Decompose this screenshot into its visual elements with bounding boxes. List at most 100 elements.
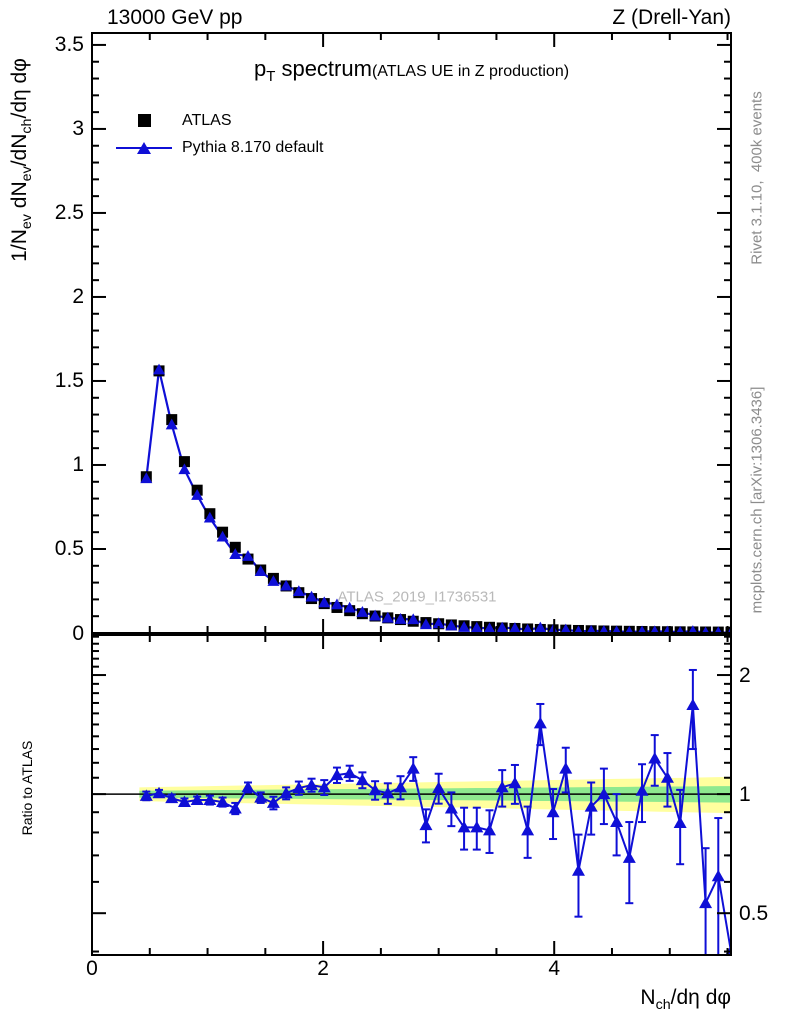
ratio-point <box>292 781 306 794</box>
ratio-y-tick-right-2: 2 <box>739 663 751 687</box>
main-y-tick-2.5: 2.5 <box>54 201 84 225</box>
atlas-point <box>229 541 241 553</box>
ratio-point <box>686 698 700 710</box>
main-y-tick-1.5: 1.5 <box>54 369 84 393</box>
legend-item-atlas: ATLAS <box>112 107 323 134</box>
ratio-point <box>610 815 624 828</box>
legend: ATLAS Pythia 8.170 default <box>112 107 323 161</box>
ratio-point <box>343 766 357 779</box>
pythia-point <box>612 625 621 633</box>
ratio-point <box>495 780 509 793</box>
pythia-point <box>153 363 166 375</box>
pythia-point <box>178 463 191 475</box>
ratio-point <box>355 773 369 786</box>
pythia-point <box>688 625 698 633</box>
analysis-watermark: ATLAS_2019_I1736531 <box>337 588 497 606</box>
ratio-point <box>673 816 687 829</box>
pythia-point <box>534 621 547 633</box>
main-y-tick-1: 1 <box>72 453 84 477</box>
pythia-point <box>305 590 318 602</box>
ratio-point <box>648 752 662 764</box>
ratio-point <box>482 823 496 836</box>
ratio-point <box>139 789 153 801</box>
ratio-point <box>228 801 242 814</box>
pythia-point <box>267 575 280 586</box>
ratio-point <box>368 783 382 796</box>
ratio-point <box>457 820 471 833</box>
ratio-point <box>635 784 649 796</box>
atlas-square-marker-icon <box>137 114 151 127</box>
pythia-point <box>522 623 533 633</box>
legend-label-atlas: ATLAS <box>182 111 232 129</box>
ratio-point <box>419 818 433 831</box>
pythia-point <box>241 550 254 561</box>
ratio-point <box>177 795 191 808</box>
ratio-point <box>444 801 458 814</box>
ratio-point <box>699 896 713 909</box>
pythia-point <box>330 598 343 610</box>
pythia-point <box>381 611 394 623</box>
pythia-point <box>254 565 267 577</box>
ratio-point <box>241 780 255 793</box>
pythia-point <box>191 489 204 500</box>
pythia-point <box>369 609 382 621</box>
ratio-panel <box>92 668 731 955</box>
pythia-point <box>165 418 178 430</box>
x-tick-4: 4 <box>548 957 561 980</box>
pythia-point <box>637 625 647 633</box>
ratio-point <box>394 780 408 793</box>
ratio-y-tick-right-1: 1 <box>739 782 751 806</box>
ratio-point <box>571 864 585 876</box>
ratio-point <box>470 820 484 833</box>
x-tick-0: 0 <box>86 957 98 980</box>
process-label: Z (Drell-Yan) <box>612 6 731 29</box>
pythia-point <box>470 621 483 633</box>
ratio-point <box>190 793 204 806</box>
pythia-point <box>343 601 356 613</box>
pythia-point <box>496 621 509 633</box>
pythia-point <box>280 579 293 591</box>
pythia-point <box>548 624 558 633</box>
ratio-point <box>711 869 725 882</box>
ratio-point <box>521 823 535 836</box>
ratio-point <box>660 771 674 783</box>
axis-ticks <box>91 33 731 955</box>
ratio-point <box>584 800 598 812</box>
ratio-point <box>381 786 395 799</box>
main-frame <box>91 32 732 634</box>
ratio-point <box>622 851 636 863</box>
legend-item-pythia: Pythia 8.170 default <box>112 134 323 161</box>
x-axis-title: Nch/dη dφ <box>640 986 731 1013</box>
atlas-point <box>178 456 190 468</box>
main-panel <box>140 363 731 633</box>
pythia-point <box>419 618 432 630</box>
beam-energy-label: 13000 GeV pp <box>107 6 243 29</box>
pythia-point <box>318 596 331 608</box>
ratio-point <box>317 780 331 793</box>
ratio-point <box>203 793 217 806</box>
ratio-axis-title: Ratio to ATLAS <box>19 740 35 836</box>
ratio-point <box>406 762 420 774</box>
pythia-point <box>292 585 305 597</box>
ratio-point <box>432 781 446 794</box>
ratio-point <box>533 716 547 729</box>
main-y-tick-3: 3 <box>72 117 84 141</box>
pythia-point <box>625 625 634 633</box>
ratio-point <box>254 791 268 803</box>
pythia-point <box>701 626 710 633</box>
ratio-point <box>266 796 280 808</box>
pythia-point <box>650 625 659 633</box>
pythia-point <box>407 613 420 625</box>
pythia-line-marker-icon <box>112 141 176 154</box>
ratio-point <box>216 795 230 808</box>
pythia-point <box>356 606 369 617</box>
pythia-point <box>560 623 571 633</box>
pythia-point <box>203 511 216 523</box>
pythia-point <box>458 621 471 632</box>
legend-label-pythia: Pythia 8.170 default <box>182 138 324 156</box>
ratio-point <box>597 787 611 800</box>
pythia-point <box>394 613 407 624</box>
pythia-point <box>508 622 521 633</box>
ratio-y-tick-right-0.5: 0.5 <box>739 901 769 925</box>
ratio-point <box>305 778 319 791</box>
